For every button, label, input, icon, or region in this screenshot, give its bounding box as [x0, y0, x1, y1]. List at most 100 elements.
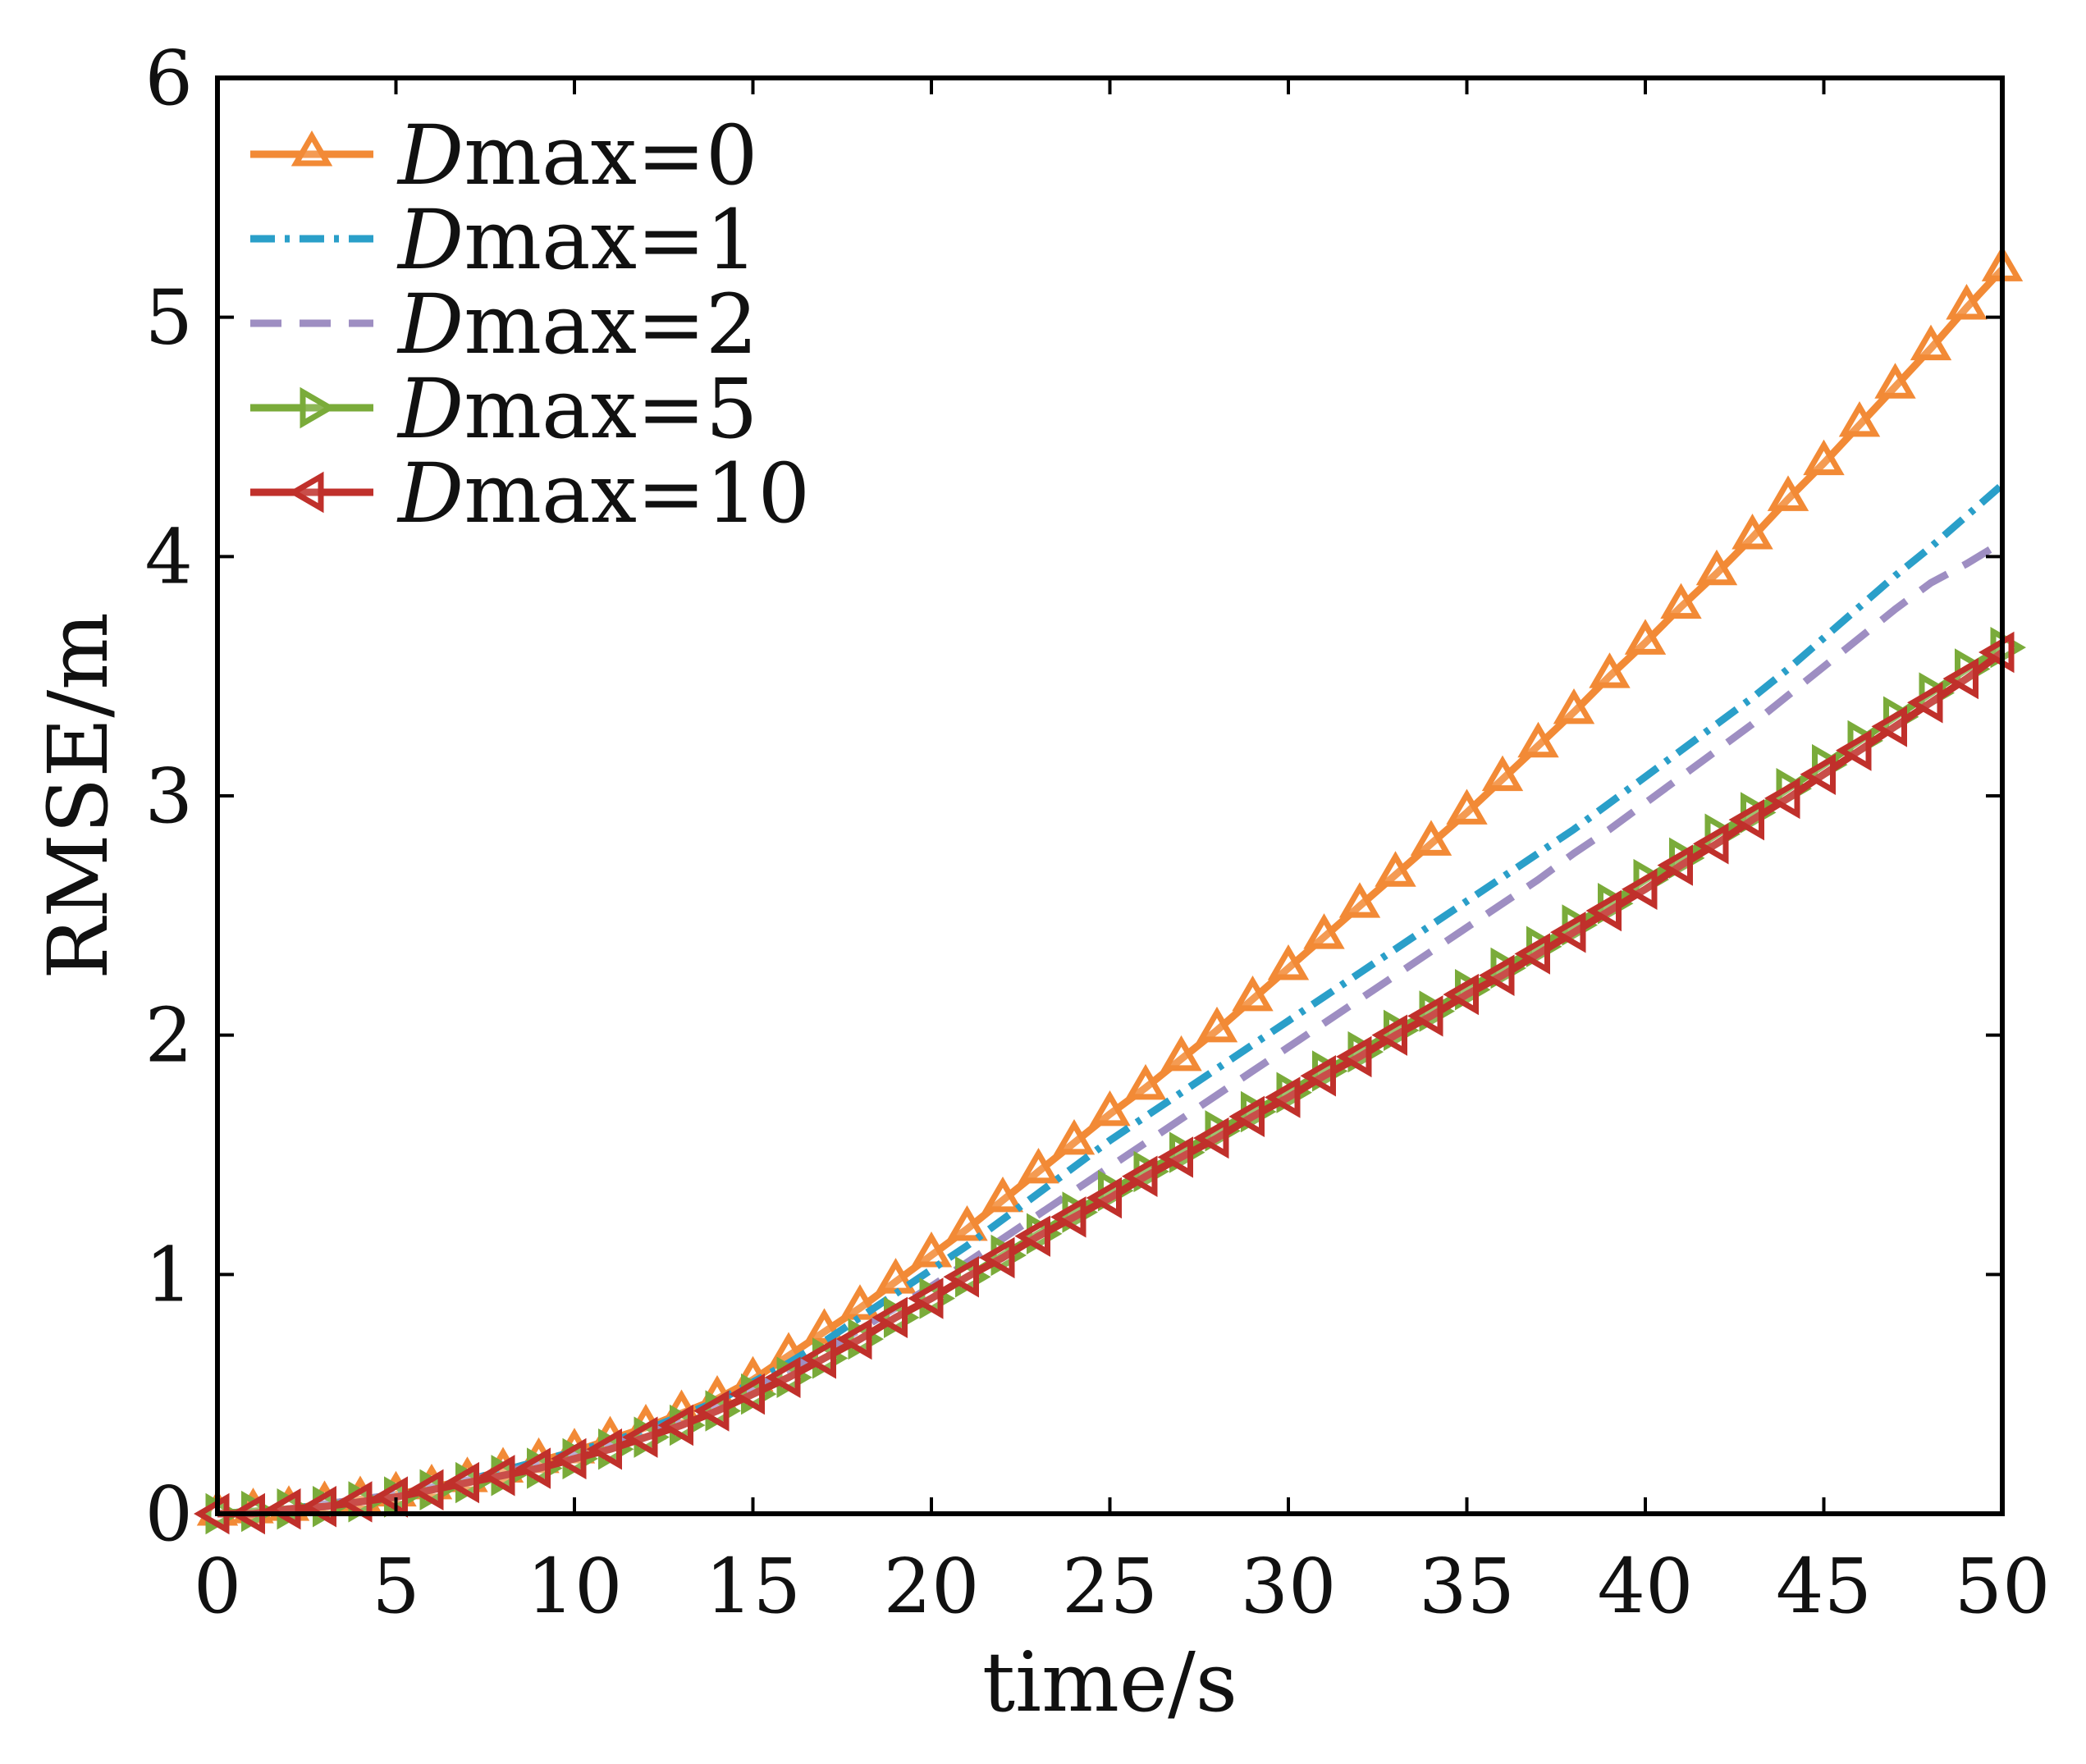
x-tick-label: 50: [1954, 1542, 2050, 1630]
data-point-dmax-10: [1693, 823, 1729, 865]
x-tick-label: 10: [526, 1542, 622, 1630]
data-point-dmax-0: [1660, 583, 1702, 619]
data-point-dmax-10: [800, 1337, 836, 1379]
data-point-dmax-10: [871, 1296, 908, 1339]
data-point-dmax-10: [1942, 657, 1978, 700]
series-dmax-2: [217, 538, 2005, 1518]
data-point-dmax-10: [1265, 1076, 1301, 1118]
legend-label-dmax-2: Dmax=2: [396, 276, 757, 372]
legend-label-rest: max=10: [464, 446, 810, 542]
data-point-dmax-0: [1053, 1118, 1096, 1155]
x-tick-label: 0: [194, 1542, 242, 1630]
y-tick-label: 3: [144, 752, 193, 840]
legend-item-dmax-1: Dmax=1: [250, 192, 757, 288]
y-tick-label: 1: [144, 1231, 193, 1318]
data-point-dmax-10: [1907, 682, 1943, 724]
data-point-dmax-0: [1803, 439, 1845, 476]
data-point-dmax-10: [1086, 1177, 1122, 1219]
legend-label-var: D: [396, 192, 464, 288]
legend-label-var: D: [396, 361, 464, 457]
data-point-dmax-10: [1336, 1035, 1372, 1078]
data-point-dmax-0: [1232, 975, 1274, 1012]
data-point-dmax-0: [1910, 324, 1952, 361]
data-point-dmax-10: [1228, 1095, 1265, 1138]
data-point-dmax-0: [1018, 1147, 1059, 1184]
data-point-dmax-10: [1300, 1055, 1336, 1097]
x-tick-label: 35: [1419, 1542, 1515, 1630]
series-line-dmax-5: [217, 644, 2005, 1518]
plot-area: [194, 245, 2026, 1535]
x-tick-label: 5: [372, 1542, 420, 1630]
legend-item-dmax-2: Dmax=2: [250, 276, 757, 372]
series-line-dmax-10: [217, 649, 2005, 1518]
legend-marker-dmax-0: [290, 130, 333, 167]
data-point-dmax-10: [1050, 1196, 1086, 1238]
data-point-dmax-10: [1193, 1117, 1229, 1159]
data-point-dmax-10: [979, 1236, 1015, 1279]
data-point-dmax-10: [1014, 1215, 1050, 1257]
legend-item-dmax-10: Dmax=10: [250, 446, 810, 542]
y-axis-title: RMSE/m: [30, 612, 126, 980]
data-point-dmax-10: [336, 1481, 373, 1523]
data-point-dmax-0: [1481, 755, 1524, 792]
x-axis-title: time/s: [982, 1634, 1237, 1730]
data-point-dmax-0: [1624, 619, 1667, 655]
series-dmax-10: [194, 631, 2015, 1535]
data-point-dmax-10: [765, 1356, 801, 1398]
legend-label-dmax-0: Dmax=0: [396, 107, 757, 203]
y-tick-label: 4: [144, 513, 193, 601]
data-point-dmax-0: [1767, 475, 1809, 511]
data-point-dmax-10: [1550, 912, 1586, 953]
legend-item-dmax-5: Dmax=5: [250, 361, 757, 457]
data-point-dmax-10: [1836, 729, 1872, 771]
data-point-dmax-0: [1589, 652, 1631, 688]
data-point-dmax-10: [1657, 844, 1693, 886]
data-point-dmax-0: [1089, 1090, 1131, 1126]
data-point-dmax-10: [408, 1469, 444, 1511]
data-point-dmax-10: [515, 1447, 551, 1489]
data-point-dmax-10: [657, 1404, 693, 1446]
data-point-dmax-0: [1124, 1063, 1167, 1100]
data-point-dmax-0: [1303, 913, 1345, 949]
data-point-dmax-10: [1371, 1014, 1407, 1056]
data-point-dmax-10: [1764, 777, 1800, 820]
data-point-dmax-10: [1728, 798, 1764, 841]
data-point-dmax-0: [1517, 721, 1559, 758]
x-tick-label: 45: [1776, 1542, 1872, 1630]
data-point-dmax-10: [300, 1486, 336, 1528]
legend-label-rest: max=0: [464, 107, 757, 203]
data-point-dmax-0: [1731, 514, 1773, 550]
y-tick-label: 6: [144, 34, 193, 122]
legend-label-dmax-1: Dmax=1: [396, 192, 757, 288]
data-point-dmax-10: [943, 1256, 979, 1298]
data-point-dmax-10: [908, 1277, 944, 1319]
y-tick-label: 2: [144, 992, 193, 1080]
data-point-dmax-10: [836, 1318, 872, 1360]
legend-label-var: D: [396, 446, 464, 542]
data-point-dmax-10: [1800, 753, 1836, 795]
data-point-dmax-10: [586, 1428, 622, 1470]
x-tick-label: 15: [705, 1542, 801, 1630]
data-point-dmax-10: [729, 1373, 765, 1415]
data-point-dmax-10: [1871, 706, 1907, 747]
series-dmax-1: [217, 482, 2005, 1518]
data-point-dmax-10: [372, 1476, 408, 1518]
legend-label-rest: max=1: [464, 192, 757, 288]
x-tick-label: 30: [1240, 1542, 1336, 1630]
data-point-dmax-0: [981, 1176, 1024, 1213]
data-point-dmax-10: [265, 1488, 301, 1530]
legend-label-rest: max=5: [464, 361, 757, 457]
data-point-dmax-10: [1514, 933, 1550, 975]
legend-label-rest: max=2: [464, 276, 757, 372]
data-point-dmax-0: [1446, 788, 1488, 825]
data-point-dmax-0: [1874, 363, 1916, 399]
series-line-dmax-1: [217, 482, 2005, 1518]
data-point-dmax-0: [1267, 944, 1310, 980]
data-point-dmax-10: [1122, 1155, 1158, 1197]
x-tick-label: 20: [883, 1542, 979, 1630]
data-point-dmax-10: [1157, 1136, 1193, 1178]
data-point-dmax-0: [910, 1232, 953, 1268]
